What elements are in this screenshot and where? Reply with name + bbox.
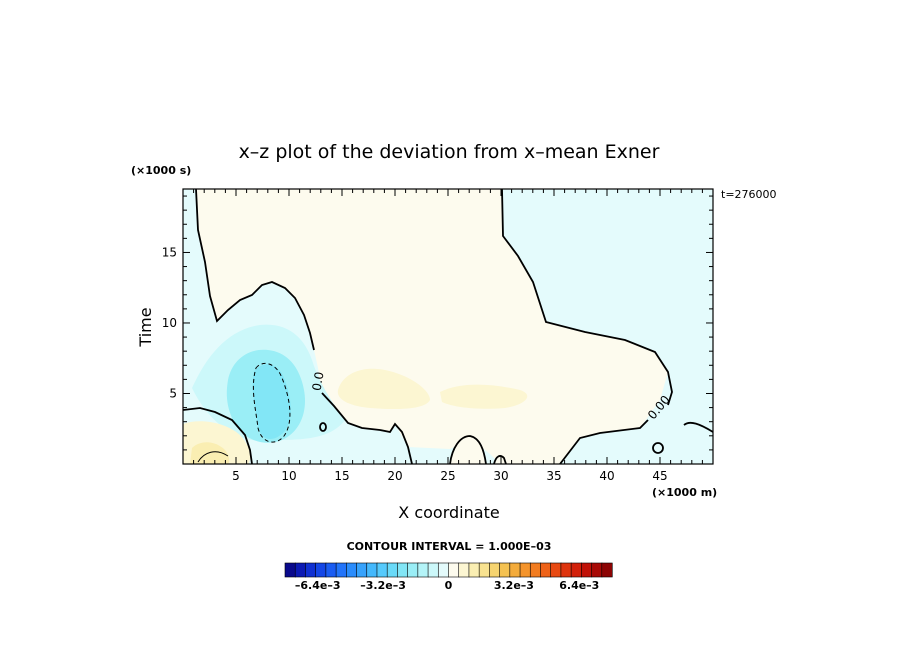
colorbar-swatch <box>540 562 552 578</box>
x-tick-label: 40 <box>599 469 614 483</box>
y-ticks: 5 10 15 <box>162 195 713 451</box>
y-tick-label: 15 <box>162 245 177 259</box>
x-tick-label: 10 <box>281 469 296 483</box>
colorbar-swatch <box>601 562 613 578</box>
colorbar-tick-label: 0 <box>445 579 453 592</box>
contour-bottom-right <box>559 419 649 464</box>
field-negative-right <box>502 189 713 464</box>
colorbar-swatch <box>509 562 521 578</box>
colorbar-swatch <box>407 562 419 578</box>
colorbar-swatch <box>550 562 562 578</box>
contour-interval-label: CONTOUR INTERVAL = 1.000E–03 <box>347 540 552 553</box>
colorbar-tick-label: –3.2e–3 <box>360 579 406 592</box>
x-tick-label: 20 <box>387 469 402 483</box>
x-tick-label: 45 <box>652 469 667 483</box>
colorbar-swatch <box>346 562 358 578</box>
colorbar-swatch <box>386 562 399 578</box>
colorbar-swatch <box>570 562 582 578</box>
field-positive-band-1 <box>337 368 430 410</box>
field-positive-bottom-left-core <box>190 442 230 464</box>
contour-negative-dashed <box>252 362 291 443</box>
x-tick-label: 35 <box>546 469 561 483</box>
contour-right <box>501 189 673 406</box>
colorbar-swatch <box>284 562 296 578</box>
contour-island-1 <box>449 435 487 464</box>
colorbar-swatch <box>335 562 347 578</box>
colorbar-swatch <box>437 562 450 578</box>
colorbar-swatch <box>519 562 531 578</box>
x-tick-label: 5 <box>232 469 240 483</box>
x-tick-label: 30 <box>493 469 508 483</box>
colorbar-swatch <box>560 562 572 578</box>
colorbar-swatch <box>376 562 388 578</box>
contour-label-left: 0.0 <box>310 371 327 392</box>
colorbar-tick-label: 6.4e–3 <box>559 579 599 592</box>
colorbar-swatch <box>489 562 501 578</box>
x-axis-title: X coordinate <box>398 503 499 522</box>
y-axis-title: Time <box>136 307 155 347</box>
contour-upper-left <box>195 189 315 351</box>
field-island-1 <box>450 436 486 464</box>
colorbar-swatch <box>315 562 327 578</box>
colorbar-swatch <box>581 562 593 578</box>
colorbar-swatch <box>366 562 378 578</box>
colorbar-swatch <box>458 562 470 578</box>
colorbar-swatch <box>468 562 480 578</box>
x-unit-label: (×1000 m) <box>652 486 717 499</box>
colorbar-swatch <box>499 562 511 578</box>
colorbar-swatch <box>397 562 409 578</box>
time-label: t=276000 <box>721 188 777 201</box>
contour-lower <box>183 407 253 464</box>
contour-small-loop <box>319 422 327 432</box>
contour-island-2 <box>493 455 507 464</box>
zero-contours <box>183 189 713 464</box>
contour-lower-mid <box>321 392 413 464</box>
field-negative-inner <box>252 364 291 440</box>
colorbar-swatch <box>591 562 603 578</box>
y-tick-label: 10 <box>162 316 177 330</box>
colorbar <box>284 562 613 578</box>
y-tick-label: 5 <box>169 386 177 400</box>
x-ticks: 5 10 15 20 25 30 35 40 45 <box>193 189 703 483</box>
chart-title: x–z plot of the deviation from x–mean Ex… <box>239 141 660 163</box>
contour-small-loop-2 <box>652 442 664 454</box>
colorbar-swatch <box>294 562 307 578</box>
colorbar-ticks: –6.4e–3 –3.2e–3 0 3.2e–3 6.4e–3 <box>295 579 599 592</box>
x-tick-label: 25 <box>440 469 455 483</box>
colorbar-swatch <box>478 562 490 578</box>
field-positive-band-2 <box>440 384 528 409</box>
colorbar-swatch <box>356 562 368 578</box>
colorbar-tick-label: –6.4e–3 <box>295 579 341 592</box>
colorbar-tick-label: 3.2e–3 <box>494 579 534 592</box>
contour-thin-bottom <box>197 451 229 463</box>
y-unit-label: (×1000 s) <box>131 164 191 177</box>
colorbar-swatch <box>325 562 337 578</box>
colorbar-swatch <box>448 562 460 578</box>
contour-right-edge <box>683 421 713 433</box>
colorbar-swatch <box>529 562 542 578</box>
x-tick-label: 15 <box>334 469 349 483</box>
colorbar-swatch <box>427 562 439 578</box>
colorbar-swatch <box>417 562 429 578</box>
colorbar-swatch <box>305 562 317 578</box>
